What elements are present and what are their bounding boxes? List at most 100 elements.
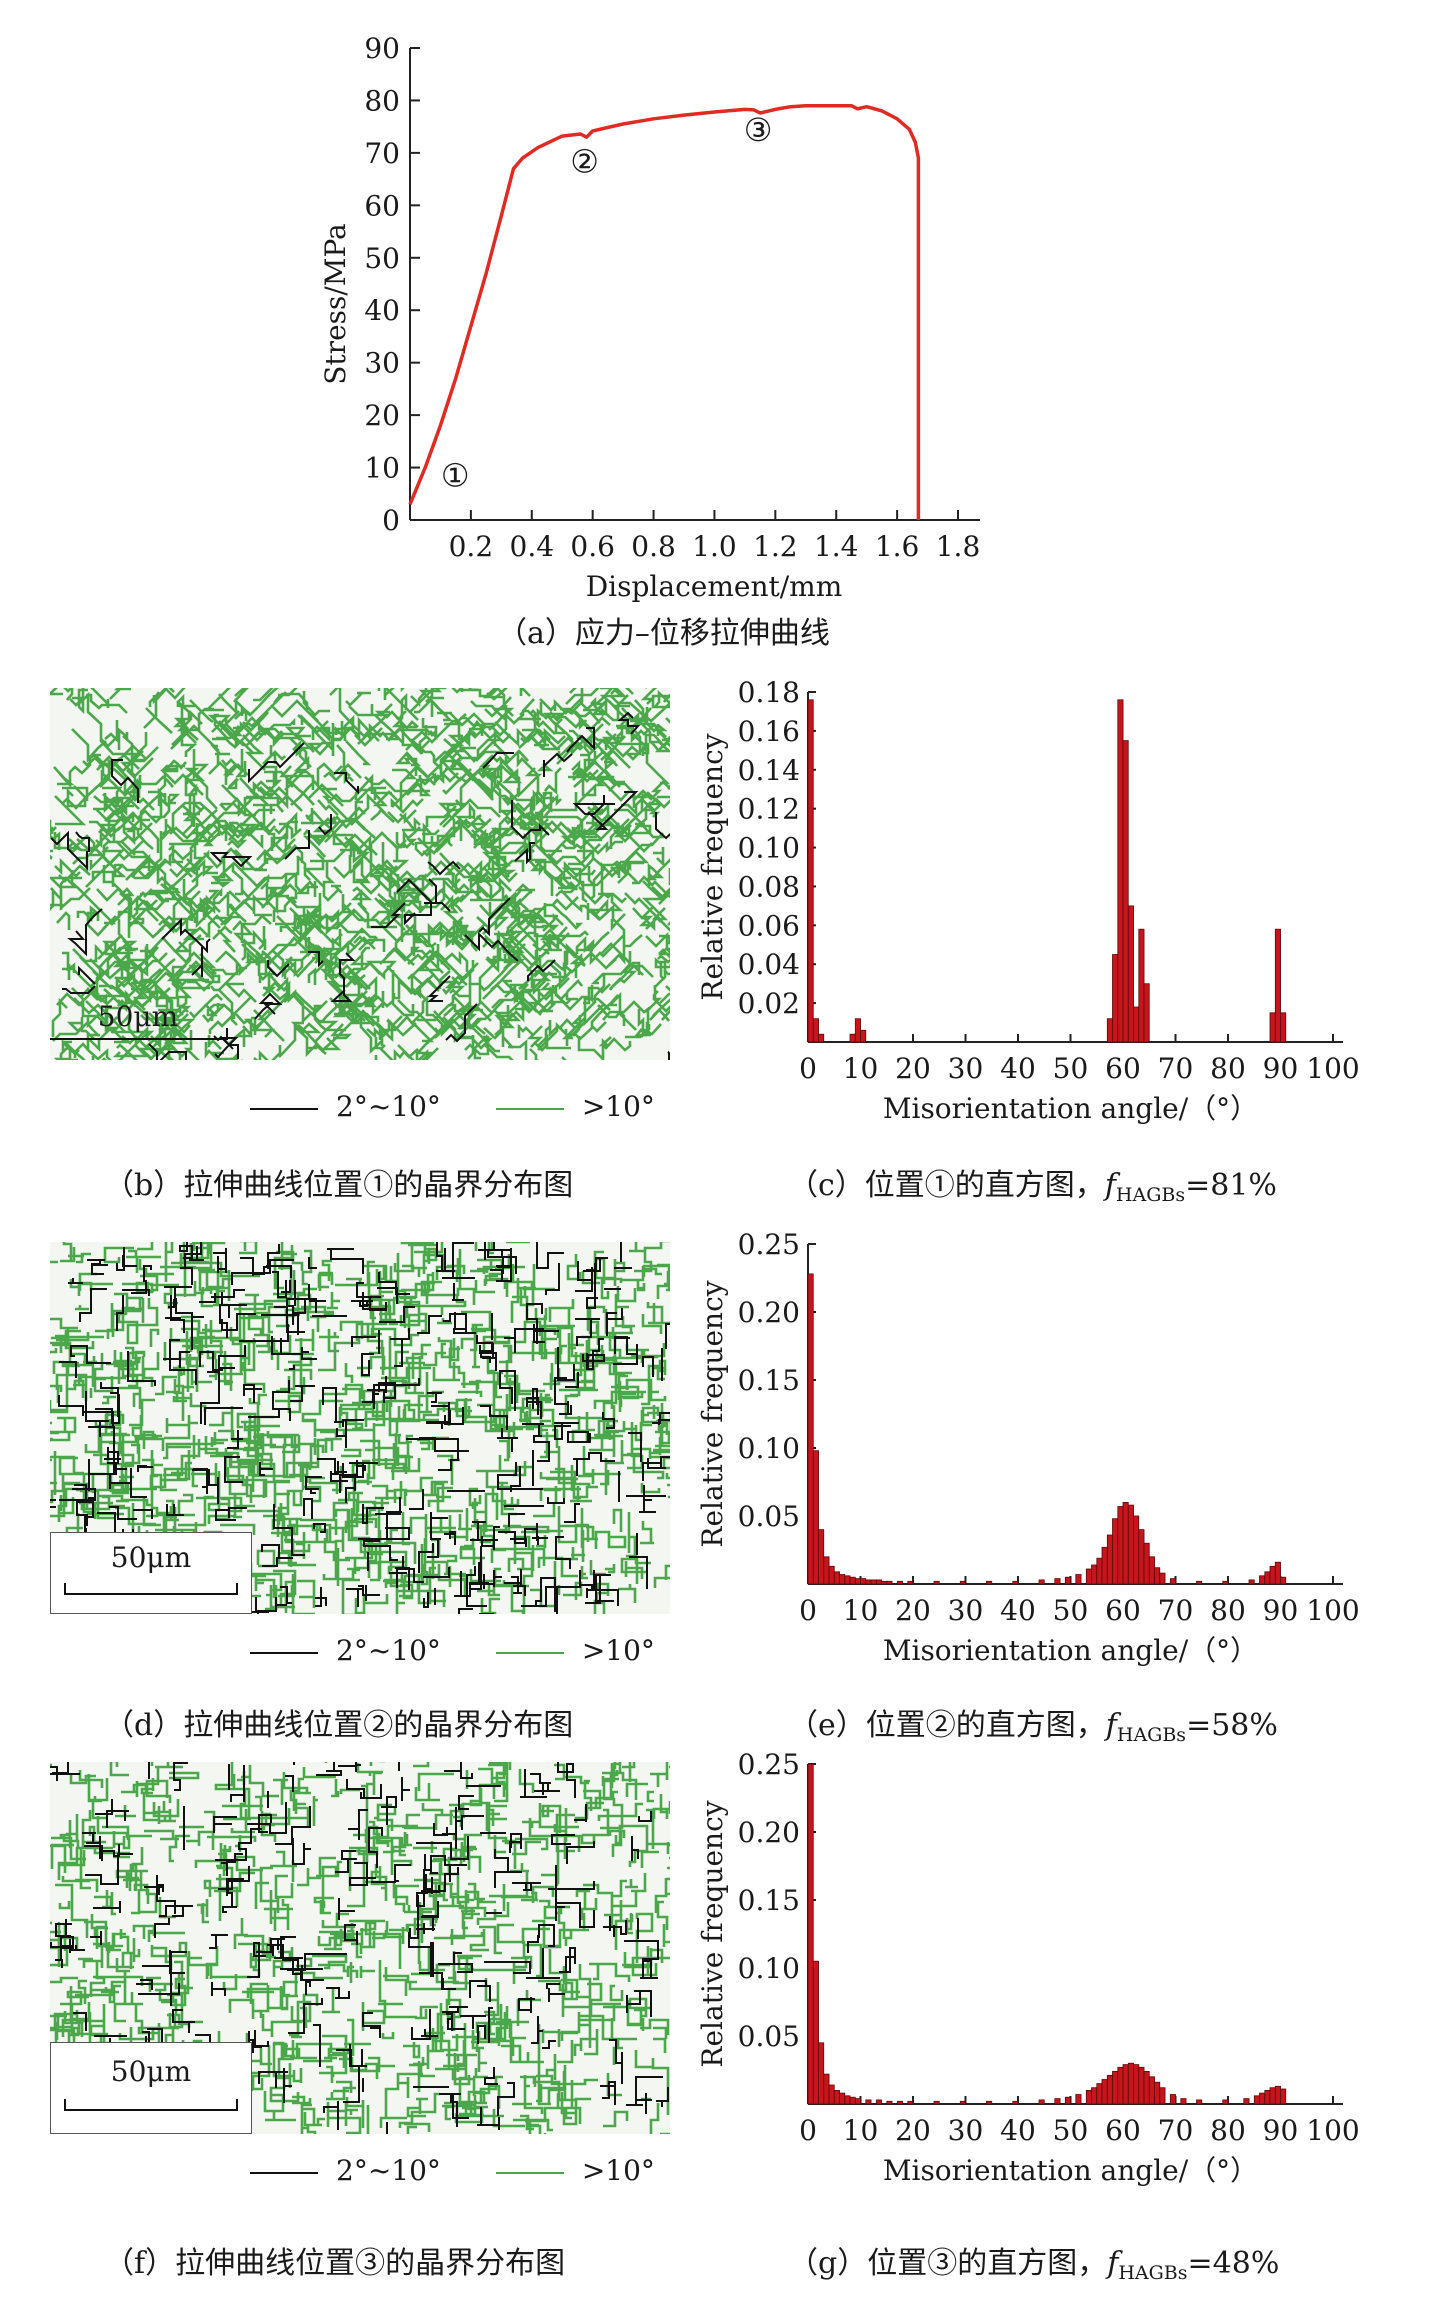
caption-c-f: f [1104,1168,1116,1203]
histogram-bar [1148,2076,1155,2105]
legend-line-low [250,1107,318,1110]
histogram-bar [839,1574,846,1585]
histogram-panel-1: 0.02 0.04 0.06 0.08 0.10 0.12 0.14 0.16 0.18 0 10 2… [690,676,1390,1150]
y-tick-label: 0.15 [738,1884,800,1917]
x-tick-label: 0 [799,2114,817,2147]
x-tick-label: 1.2 [753,530,798,563]
caption-e-f: f [1105,1708,1117,1743]
legend-item-high-angle: >10° [495,2154,655,2187]
histogram-bar [1127,905,1134,1043]
histogram-bar [844,2095,851,2105]
histogram-bar [1269,1012,1276,1043]
y-tick-label: 0.10 [738,1952,800,1985]
histogram-bar [1012,1580,1019,1585]
x-tick-label: 40 [1000,1052,1036,1085]
caption-a: （a）应力–位移拉伸曲线 [497,616,830,651]
histogram-bar [1143,1542,1150,1585]
histogram-bar [1243,2098,1250,2105]
caption-g-text: （g）位置③的直方图， [788,2246,1108,2281]
x-tick-label: 60 [1105,1594,1141,1627]
histogram-bar [833,2089,840,2105]
histogram-bar [807,699,814,1043]
histogram-bar [1196,2099,1203,2105]
x-tick-label: 60 [1105,1052,1141,1085]
x-tick-label: 80 [1210,2114,1246,2147]
histogram-bar [1112,1518,1119,1585]
histogram-bar [1259,1575,1266,1585]
scale-bar [50,1038,228,1040]
histogram-bar [818,2042,825,2105]
histogram-bar [1064,1576,1071,1585]
low-angle-boundaries [50,711,670,1060]
histogram-bar [1091,2087,1098,2105]
histogram-bar [1106,1018,1113,1043]
y-tick-label: 0.16 [738,715,800,748]
histogram-bar [1101,1546,1108,1585]
legend-label-low: 2°~10° [336,2154,441,2187]
position-marker-2: ② [570,143,599,181]
legend-label-high: >10° [581,1090,655,1123]
y-tick-label: 80 [364,84,400,117]
histogram-bar [1133,1515,1140,1585]
histogram-bar [823,2073,830,2105]
x-tick-label: 1.4 [814,530,859,563]
histogram-bar [1264,1571,1271,1585]
caption-b: （b）拉伸曲线位置①的晶界分布图 [104,1168,574,1203]
legend-label-low: 2°~10° [336,1634,441,1667]
histogram-bar [1101,2079,1108,2105]
x-tick-label: 0 [799,1052,817,1085]
scale-bar-tick-right [236,2099,238,2111]
y-tick-label: 0.20 [738,1816,800,1849]
x-tick-label: 90 [1263,1594,1299,1627]
histogram-bar [1222,2099,1229,2105]
x-tick-label: 60 [1105,2114,1141,2147]
legend-label-low: 2°~10° [336,1090,441,1123]
scale-bar-tick [226,1028,228,1040]
y-tick-label: 0.12 [738,793,800,826]
histogram-bar [1222,1580,1229,1585]
x-axis-label: Displacement/mm [586,570,843,603]
position-marker-3: ③ [744,111,773,149]
x-tick-label: 40 [1000,2114,1036,2147]
legend-label-high: >10° [581,2154,655,2187]
histogram-bar [1122,2064,1129,2105]
y-tick-label: 0.25 [738,1752,800,1781]
position-marker-1: ① [441,456,470,494]
histogram-bar [849,1033,856,1043]
scale-bar [65,1593,237,1595]
legend-item-high-angle: >10° [495,1634,655,1667]
y-tick-label: 0.08 [738,870,800,903]
x-tick-label: 1.8 [936,530,981,563]
histogram-bar [854,1018,861,1043]
x-tick-label: 0 [799,1594,817,1627]
x-tick-label: 20 [895,1594,931,1627]
y-tick-label: 0.18 [738,680,800,709]
histogram-bar [1096,1557,1103,1585]
x-tick-label: 50 [1053,2114,1089,2147]
histogram-bar [1138,2066,1145,2105]
histogram-bar [1280,2088,1287,2105]
histogram-bar [1038,2099,1045,2105]
histogram-bar [1117,1506,1124,1585]
legend-item-low-angle: 2°~10° [250,1634,441,1667]
scale-bar-box: 50μm [50,2042,252,2134]
scale-bar-tick-left [64,2099,66,2111]
histogram-bar [1269,2087,1276,2105]
histogram-bar [896,1580,903,1585]
histogram-bar [839,2092,846,2105]
histogram-bar [1143,2070,1150,2105]
boundary-legend-1: 2°~10° >10° [250,1090,701,1123]
histogram-bar [1159,2087,1166,2105]
histogram-bar [860,1578,867,1585]
histogram-bar [1012,2100,1019,2105]
scale-bar-label: 50μm [110,2055,192,2088]
histogram-bar [1274,928,1281,1043]
histogram-bar [986,1580,993,1585]
y-tick-label: 0.14 [738,754,800,787]
scale-bar [65,2109,237,2111]
y-axis-label: Relative frequency [696,1800,729,2067]
histogram-bar [1169,2094,1176,2105]
y-axis-label: Relative frequency [696,733,729,1000]
histogram-bar [1280,1012,1287,1043]
histogram-bar [875,1579,882,1585]
